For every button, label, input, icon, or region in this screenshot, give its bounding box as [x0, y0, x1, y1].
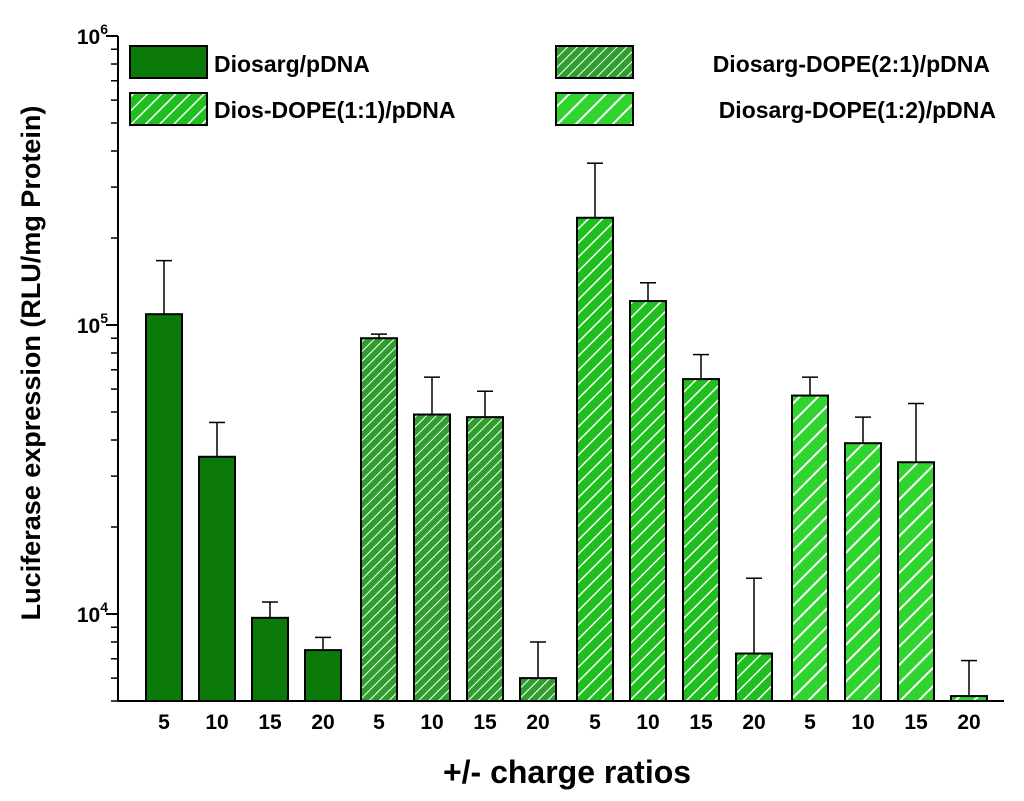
axis-lines: [117, 36, 1004, 702]
bar: [735, 652, 773, 702]
bar: [844, 442, 882, 702]
x-tick-label: 10: [851, 711, 874, 734]
error-bar: [961, 659, 977, 697]
bar: [519, 677, 557, 703]
bar: [576, 216, 614, 702]
x-tick-label: 20: [957, 711, 980, 734]
error-bar: [587, 162, 603, 218]
x-tick-label: 15: [689, 711, 713, 734]
bars-layer: [145, 162, 988, 703]
y-tick-label: 104: [77, 599, 108, 627]
y-tick-label: 106: [77, 21, 108, 49]
x-tick-label: 5: [373, 711, 385, 734]
bar: [466, 416, 504, 702]
bar: [413, 413, 451, 702]
error-bar: [477, 390, 493, 418]
bar: [198, 455, 236, 702]
bar: [251, 616, 289, 703]
x-tick-label: 15: [904, 711, 928, 734]
error-bar: [209, 421, 225, 457]
legend-label: Diosarg/pDNA: [214, 51, 370, 77]
error-bar: [855, 416, 871, 444]
error-bar: [156, 259, 172, 315]
x-tick-label: 10: [205, 711, 228, 734]
x-tick-label: 10: [420, 711, 443, 734]
bar: [791, 394, 829, 702]
bar: [897, 461, 935, 702]
x-axis-label: +/- charge ratios: [443, 754, 691, 790]
error-bar: [530, 641, 546, 679]
legend-label: Dios-DOPE(1:1)/pDNA: [214, 97, 456, 123]
x-tick-label: 5: [158, 711, 170, 734]
legend-swatch: [129, 92, 208, 126]
axis-layer: 5 10 15 20 5 10 15 20 5 10 15 20 5 10 15 20 104 105 106: [77, 21, 1004, 734]
x-tick-label: 20: [526, 711, 549, 734]
legend-swatch: [129, 45, 208, 79]
legend-swatch: [555, 45, 634, 79]
error-bar: [746, 577, 762, 654]
bar: [360, 337, 398, 702]
error-bar: [262, 601, 278, 618]
bar: [629, 300, 667, 702]
legend: Diosarg/pDNA Diosarg-DOPE(2:1)/pDNA Dios-D…: [129, 45, 996, 126]
y-tick-label: 105: [77, 310, 108, 338]
error-bar: [424, 376, 440, 415]
legend-swatch: [555, 92, 634, 126]
error-bar: [371, 333, 387, 339]
legend-label: Diosarg-DOPE(1:2)/pDNA: [719, 97, 996, 123]
x-tick-label: 20: [311, 711, 334, 734]
error-bar: [640, 282, 656, 302]
x-tick-label: 5: [589, 711, 601, 734]
bar: [145, 313, 183, 702]
x-tick-label: 10: [636, 711, 659, 734]
x-tick-label: 5: [804, 711, 816, 734]
bar: [682, 378, 720, 702]
legend-label: Diosarg-DOPE(2:1)/pDNA: [713, 51, 990, 77]
error-bar: [908, 402, 924, 463]
x-tick-label: 15: [258, 711, 282, 734]
error-bar: [693, 353, 709, 380]
bar: [304, 649, 342, 702]
error-bar: [802, 376, 818, 396]
y-axis-label: Luciferase expression (RLU/mg Protein): [16, 106, 46, 621]
x-tick-label: 15: [473, 711, 497, 734]
x-tick-label: 20: [742, 711, 765, 734]
error-bar: [315, 636, 331, 651]
